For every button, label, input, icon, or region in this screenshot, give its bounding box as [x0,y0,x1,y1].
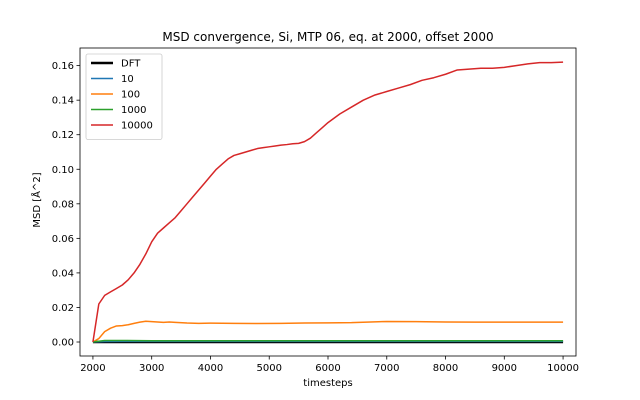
x-tick-label: 7000 [374,363,399,374]
legend-label-DFT: DFT [121,59,141,70]
x-tick-label: 4000 [198,363,223,374]
series-line-100 [92,320,564,343]
x-tick-label: 6000 [315,363,340,374]
y-tick-label: 0.04 [52,268,74,279]
x-axis: 2000 3000 4000 5000 6000 7000 8000 9000 10000 [80,356,579,374]
legend-label-1000: 1000 [121,105,146,116]
chart-title: MSD convergence, Si, MTP 06, eq. at 2000… [162,30,493,44]
y-tick-label: 0.06 [52,234,74,245]
x-tick-label: 9000 [492,363,517,374]
y-tick-label: 0.00 [52,338,74,349]
y-axis: 0.00 0.02 0.04 0.06 0.08 0.10 0.12 0.14 0.16 [52,61,80,349]
x-tick-label: 3000 [139,363,164,374]
y-axis-title: MSD [Å^2] [30,172,43,227]
legend: DFT 10 100 1000 10000 [85,53,163,140]
x-tick-label: 10000 [547,363,579,374]
legend-label-100: 100 [121,90,140,101]
y-tick-label: 0.14 [52,96,74,107]
x-tick-label: 5000 [257,363,282,374]
series-layer [92,61,564,344]
x-tick-label: 2000 [80,363,105,374]
y-tick-label: 0.16 [52,61,74,72]
y-tick-label: 0.12 [52,130,74,141]
legend-label-10: 10 [121,74,134,85]
y-tick-label: 0.08 [52,199,74,210]
legend-label-10000: 10000 [121,121,153,132]
x-tick-label: 8000 [433,363,458,374]
legend-box [85,53,163,140]
x-axis-title: timesteps [303,378,352,389]
series-line-10000 [92,61,564,343]
series-line-1000 [92,339,564,343]
y-tick-label: 0.10 [52,165,74,176]
y-tick-label: 0.02 [52,303,74,314]
